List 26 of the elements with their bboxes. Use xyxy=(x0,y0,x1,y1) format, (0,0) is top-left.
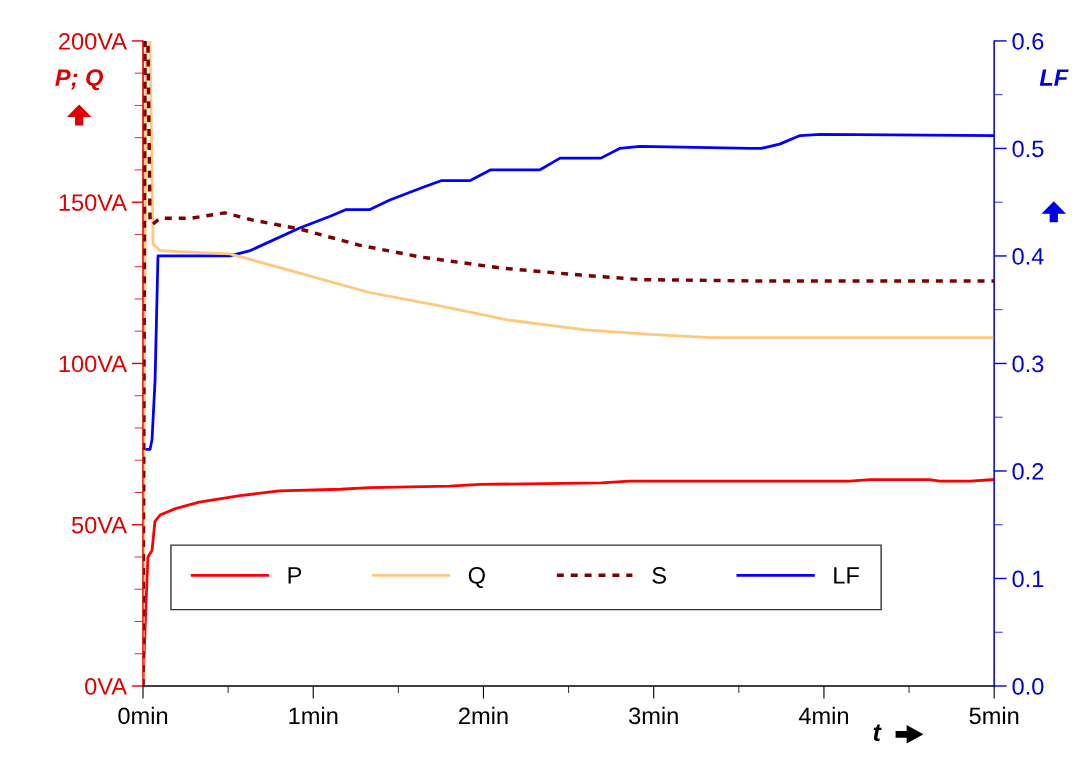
y2-tick-label: 0.0 xyxy=(1012,678,1044,695)
x-tick-label: 5min xyxy=(969,706,1019,725)
legend-label: S xyxy=(652,567,666,584)
y2-tick-label: 0.2 xyxy=(1012,463,1044,480)
y-tick-label: 50VA xyxy=(71,516,127,534)
x-tick-label: 3min xyxy=(629,706,678,725)
y2-tick-label: 0.4 xyxy=(1012,248,1044,265)
y2-tick-label: 0.1 xyxy=(1012,570,1044,588)
y2-tick-label: 0.5 xyxy=(1012,140,1044,158)
legend-label: P xyxy=(288,567,302,584)
y2-axis-title: LF xyxy=(1039,69,1069,86)
y2-tick-label: 0.6 xyxy=(1012,33,1044,50)
x-tick-label: 2min xyxy=(459,706,508,724)
x-tick-label: 0min xyxy=(118,706,168,725)
x-tick-label: 1min xyxy=(289,706,338,724)
line-series xyxy=(144,133,995,451)
y-tick-label: 150VA xyxy=(59,194,127,211)
y-axis-title: P; Q xyxy=(55,69,104,91)
legend-label: LF xyxy=(834,567,859,584)
y2-tick-label: 0.3 xyxy=(1012,355,1044,373)
x-axis-title: t xyxy=(873,724,882,742)
y-tick-label: 0VA xyxy=(85,678,127,695)
legend-label: Q xyxy=(468,567,485,588)
y-tick-label: 100VA xyxy=(59,355,127,373)
x-tick-label: 4min xyxy=(798,706,848,724)
y-tick-label: 200VA xyxy=(59,33,127,50)
